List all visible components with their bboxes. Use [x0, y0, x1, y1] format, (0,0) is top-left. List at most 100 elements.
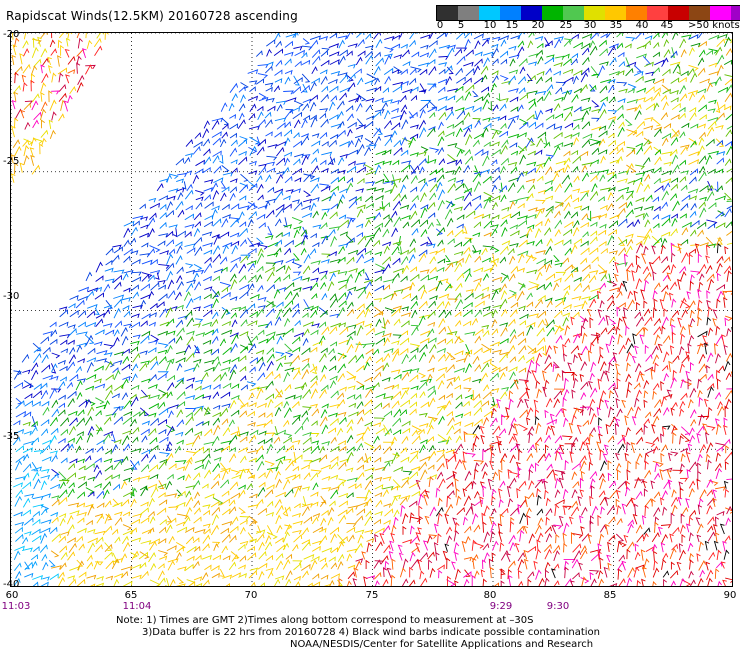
wind-barb: [246, 483, 254, 491]
wind-barb: [419, 552, 429, 562]
wind-barb: [688, 570, 694, 579]
wind-barb: [670, 136, 679, 146]
wind-barb: [382, 99, 393, 104]
wind-barb: [11, 125, 16, 138]
wind-barb: [320, 517, 327, 526]
wind-barb: [32, 37, 37, 48]
wind-barb: [312, 540, 322, 546]
wind-barb: [366, 144, 377, 149]
wind-barb: [166, 270, 173, 281]
wind-barb: [562, 58, 572, 66]
wind-barb: [347, 571, 356, 580]
wind-barb: [204, 459, 212, 470]
wind-barb: [87, 287, 99, 293]
wind-barb: [697, 389, 703, 398]
wind-barb: [714, 391, 722, 400]
wind-barb: [635, 103, 642, 112]
wind-barb: [347, 286, 357, 292]
wind-barb: [652, 307, 658, 318]
wind-barb: [598, 433, 603, 443]
wind-barb: [229, 82, 239, 93]
wind-barb: [168, 410, 174, 418]
wind-barb: [165, 209, 175, 218]
wind-barb: [555, 408, 564, 418]
wind-barb: [121, 535, 129, 544]
wind-barb: [429, 183, 438, 193]
wind-barb: [373, 381, 380, 389]
wind-barb: [454, 478, 459, 489]
wind-barb: [185, 506, 193, 517]
wind-barb: [40, 129, 49, 138]
wind-barb: [554, 262, 563, 268]
wind-barb: [689, 559, 694, 570]
wind-barb: [563, 505, 568, 515]
wind-barb: [166, 517, 177, 526]
wind-barb: [707, 168, 716, 174]
wind-barb: [51, 399, 59, 408]
wind-barb: [319, 499, 327, 507]
wind-barb: [282, 542, 290, 551]
wind-barb: [670, 451, 679, 457]
wind-barb: [193, 295, 202, 301]
wind-barb: [609, 287, 620, 292]
wind-barb: [418, 300, 428, 310]
wind-barb: [249, 366, 256, 373]
wind-barb: [643, 271, 652, 281]
wind-barb: [230, 218, 239, 228]
wind-barb: [219, 281, 232, 289]
wind-barb: [589, 569, 600, 575]
wind-barb: [537, 336, 546, 346]
wind-barb: [211, 328, 219, 336]
wind-barb: [285, 265, 292, 274]
wind-barb: [456, 148, 463, 157]
wind-barb: [652, 51, 660, 58]
wind-barb: [294, 240, 305, 248]
wind-barb: [203, 293, 212, 300]
wind-barb: [482, 578, 487, 586]
wind-barb: [580, 97, 591, 103]
wind-barb: [454, 568, 461, 580]
wind-barb: [579, 84, 588, 93]
wind-barb: [95, 275, 104, 282]
wind-barb: [707, 306, 713, 317]
wind-barb: [499, 115, 507, 121]
wind-barb: [526, 292, 533, 300]
wind-barb: [193, 479, 201, 489]
wind-barb: [220, 102, 228, 112]
wind-barb: [114, 281, 122, 290]
wind-barb: [265, 380, 274, 390]
wind-barb: [660, 112, 668, 121]
wind-barb: [346, 73, 356, 83]
wind-barb: [356, 464, 364, 471]
wind-barb: [648, 262, 654, 273]
wind-barb: [23, 154, 30, 166]
wind-barb: [564, 324, 571, 336]
wind-barb: [292, 485, 303, 490]
wind-barb: [256, 274, 263, 283]
wind-barb: [139, 551, 150, 560]
wind-barb: [365, 98, 375, 103]
wind-barb: [12, 139, 21, 149]
wind-barb: [77, 321, 86, 328]
wind-barb: [482, 521, 487, 533]
wind-barb: [464, 38, 471, 49]
wind-barb: [616, 541, 623, 553]
wind-barb: [607, 460, 612, 470]
wind-barb: [184, 156, 191, 165]
wind-barb: [642, 212, 649, 220]
wind-barb: [257, 372, 266, 381]
wind-barb: [330, 436, 337, 444]
wind-barb: [310, 277, 319, 283]
wind-barb: [75, 365, 82, 373]
wind-barb: [31, 93, 40, 103]
wind-barb: [465, 67, 475, 77]
wind-barb: [220, 479, 230, 489]
wind-barb: [716, 157, 725, 165]
wind-barb: [321, 424, 329, 435]
wind-barb: [444, 310, 452, 319]
wind-barb: [626, 351, 632, 362]
wind-barb: [598, 472, 605, 481]
wind-barb: [473, 77, 483, 85]
wind-barb: [454, 241, 463, 248]
wind-barb: [365, 474, 373, 481]
